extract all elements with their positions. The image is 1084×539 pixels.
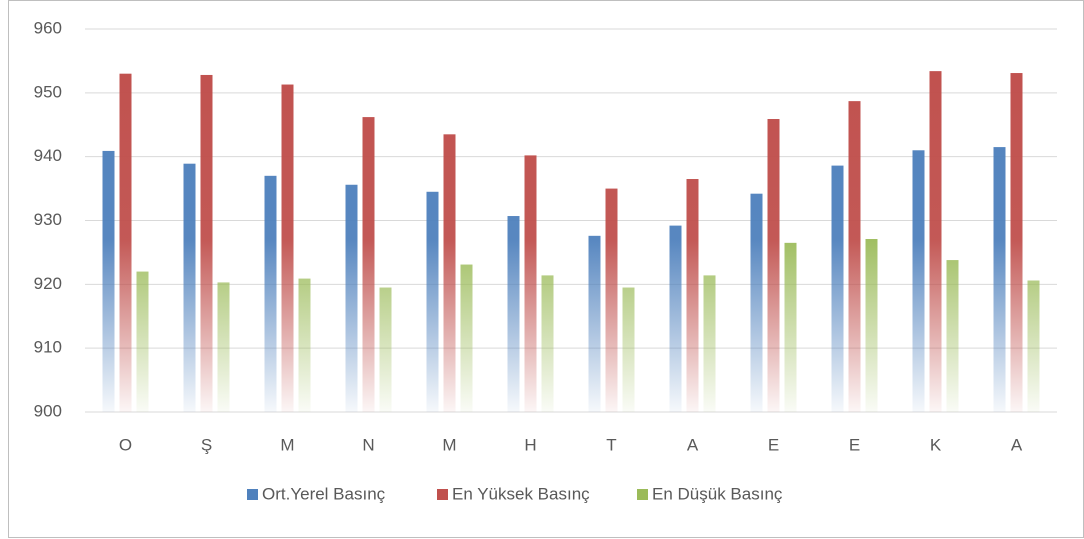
bar [541,275,554,412]
y-tick-label: 920 [34,274,62,293]
bar [136,271,149,412]
bar [750,193,763,412]
legend-swatch [637,489,648,500]
bar [848,101,861,413]
x-tick-label: M [442,435,456,454]
bar [669,225,682,412]
bar [929,71,942,412]
x-tick-label: E [768,435,779,454]
bar [831,165,844,412]
bar [1010,73,1023,413]
legend-label: En Düşük Basınç [652,484,783,503]
bar [443,134,456,412]
legend-swatch [437,489,448,500]
x-tick-label: H [524,435,536,454]
bar [524,155,537,412]
bar [622,287,635,412]
x-tick-label: Ş [201,435,212,454]
x-tick-label: A [1011,435,1023,454]
x-tick-label: O [119,435,132,454]
y-tick-label: 960 [34,18,62,37]
legend-label: En Yüksek Basınç [452,484,590,503]
bar [281,84,294,412]
y-tick-label: 910 [34,338,62,357]
bar [426,191,439,412]
x-tick-label: K [930,435,942,454]
x-tick-label: T [606,435,616,454]
bar [298,278,311,412]
y-tick-label: 950 [34,82,62,101]
bar [686,179,699,412]
bar [102,150,115,412]
bar [865,239,878,412]
bar [217,282,230,412]
bar [784,242,797,412]
bar [379,287,392,412]
bar [119,73,132,412]
x-tick-label: N [362,435,374,454]
bar [183,163,196,412]
bar [912,150,925,413]
y-tick-label: 930 [34,210,62,229]
bar [946,260,959,412]
bar [993,147,1006,412]
bar [767,119,780,412]
bar [200,74,213,413]
bar [605,188,618,412]
legend-swatch [247,489,258,500]
x-tick-label: A [687,435,699,454]
x-tick-label: E [849,435,860,454]
bar [362,117,375,412]
bar [703,275,716,412]
bar [507,216,520,412]
legend-label: Ort.Yerel Basınç [262,484,386,503]
bar [264,175,277,412]
y-tick-label: 940 [34,146,62,165]
x-tick-label: M [280,435,294,454]
bar [345,184,358,412]
y-tick-label: 900 [34,401,62,420]
bar [1027,280,1040,412]
bar [460,264,473,412]
bar [588,235,601,412]
